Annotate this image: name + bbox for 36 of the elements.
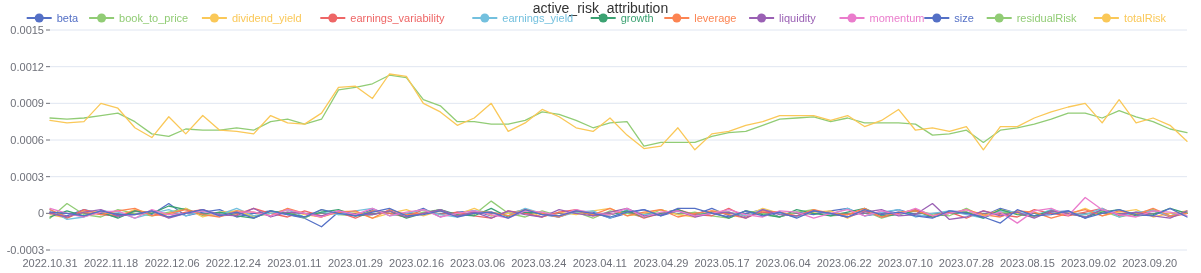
y-tick-label: 0 bbox=[37, 207, 44, 220]
x-tick-label: 2023.04.29 bbox=[633, 257, 689, 269]
x-tick-label: 2023.02.16 bbox=[389, 257, 445, 269]
y-tick-label: 0.0006 bbox=[10, 133, 44, 146]
x-tick-label: 2023.06.04 bbox=[755, 257, 811, 269]
legend-label: momentum bbox=[869, 12, 925, 24]
x-tick-label: 2023.03.06 bbox=[450, 257, 506, 269]
x-tick-label: 2022.10.31 bbox=[22, 257, 78, 269]
legend-label: size bbox=[954, 12, 974, 24]
y-tick-label: -0.0003 bbox=[6, 243, 44, 256]
x-tick-label: 2023.09.02 bbox=[1061, 257, 1117, 269]
x-tick-label: 2023.09.20 bbox=[1122, 257, 1178, 269]
legend-label: residualRisk bbox=[1016, 12, 1078, 24]
x-tick-label: 2022.11.18 bbox=[83, 257, 139, 269]
legend-label: dividend_yield bbox=[231, 12, 302, 24]
y-tick-label: 0.0003 bbox=[10, 170, 44, 183]
legend-label: liquidity bbox=[779, 12, 817, 24]
x-tick-label: 2022.12.06 bbox=[144, 257, 200, 269]
x-tick-label: 2023.03.24 bbox=[511, 257, 567, 269]
legend-label: book_to_price bbox=[119, 12, 189, 24]
x-tick-label: 2022.12.24 bbox=[205, 257, 261, 269]
y-tick-label: 0.0009 bbox=[10, 97, 44, 110]
x-tick-label: 2023.06.22 bbox=[816, 257, 872, 269]
x-tick-label: 2023.07.10 bbox=[877, 257, 933, 269]
x-tick-label: 2023.04.11 bbox=[572, 257, 627, 269]
x-tick-label: 2023.08.15 bbox=[999, 257, 1056, 269]
x-tick-label: 2023.01.11 bbox=[267, 257, 322, 269]
x-tick-label: 2023.05.17 bbox=[694, 257, 750, 269]
legend-label: totalRisk bbox=[1123, 12, 1167, 24]
legend-label: leverage bbox=[694, 12, 737, 24]
y-tick-label: 0.0015 bbox=[10, 23, 44, 36]
y-tick-label: 0.0012 bbox=[10, 60, 44, 73]
legend-label: beta bbox=[56, 12, 79, 24]
x-tick-label: 2023.01.29 bbox=[327, 257, 383, 269]
legend-label: earnings_variability bbox=[350, 12, 445, 24]
x-tick-label: 2023.07.28 bbox=[938, 257, 994, 269]
